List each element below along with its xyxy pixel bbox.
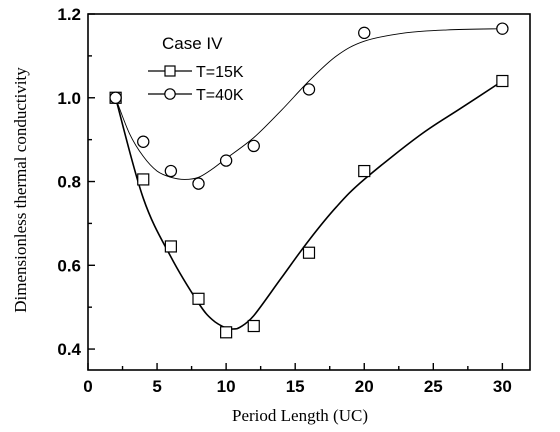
data-point-40k bbox=[247, 139, 260, 153]
data-point-15k bbox=[247, 319, 260, 333]
data-point-40k bbox=[109, 91, 122, 104]
x-tick-label: 15 bbox=[286, 377, 305, 396]
y-axis-title: Dimensionless thermal conductivity bbox=[11, 67, 30, 313]
data-markers bbox=[109, 22, 509, 339]
legend-marker-circle bbox=[164, 88, 176, 100]
y-tick-label: 0.4 bbox=[57, 340, 81, 359]
legend-entry-15k: T=15K bbox=[148, 64, 244, 81]
data-point-40k bbox=[219, 154, 233, 167]
legend-marker-square bbox=[164, 65, 176, 77]
data-point-15k bbox=[192, 292, 205, 305]
data-point-15k bbox=[164, 240, 177, 253]
x-tick-label: 10 bbox=[217, 377, 236, 396]
legend: Case IV T=15K T=40K bbox=[148, 34, 244, 104]
legend-title: Case IV bbox=[162, 34, 223, 53]
legend-label-15k: T=15K bbox=[196, 64, 244, 81]
x-axis-title: Period Length (UC) bbox=[232, 406, 368, 425]
axes: 0 5 10 15 20 25 30 0.4 0.6 0.8 1.0 1.2 bbox=[57, 5, 531, 396]
data-point-40k bbox=[137, 135, 150, 148]
data-point-15k bbox=[137, 173, 150, 186]
data-point-40k bbox=[496, 22, 509, 35]
data-point-15k bbox=[496, 74, 509, 88]
data-point-15k bbox=[220, 326, 233, 339]
data-point-15k bbox=[302, 246, 316, 259]
x-tick-label: 5 bbox=[152, 377, 161, 396]
y-tick-label: 1.2 bbox=[57, 5, 81, 24]
data-point-40k bbox=[192, 177, 205, 190]
x-tick-label: 25 bbox=[424, 377, 443, 396]
x-tick-label: 30 bbox=[493, 377, 512, 396]
plot-frame bbox=[87, 13, 531, 371]
y-tick-label: 0.6 bbox=[57, 256, 81, 275]
fit-curve-15k bbox=[114, 80, 503, 330]
y-tick-label: 1.0 bbox=[57, 89, 81, 108]
legend-label-40k: T=40K bbox=[196, 87, 244, 104]
legend-entry-40k: T=40K bbox=[148, 87, 244, 104]
x-tick-label: 0 bbox=[83, 377, 92, 396]
data-point-15k bbox=[358, 164, 371, 178]
x-tick-label: 20 bbox=[355, 377, 374, 396]
data-point-40k bbox=[358, 26, 371, 40]
y-tick-label: 0.8 bbox=[57, 173, 81, 192]
data-point-40k bbox=[164, 164, 178, 178]
data-point-40k bbox=[302, 83, 316, 96]
